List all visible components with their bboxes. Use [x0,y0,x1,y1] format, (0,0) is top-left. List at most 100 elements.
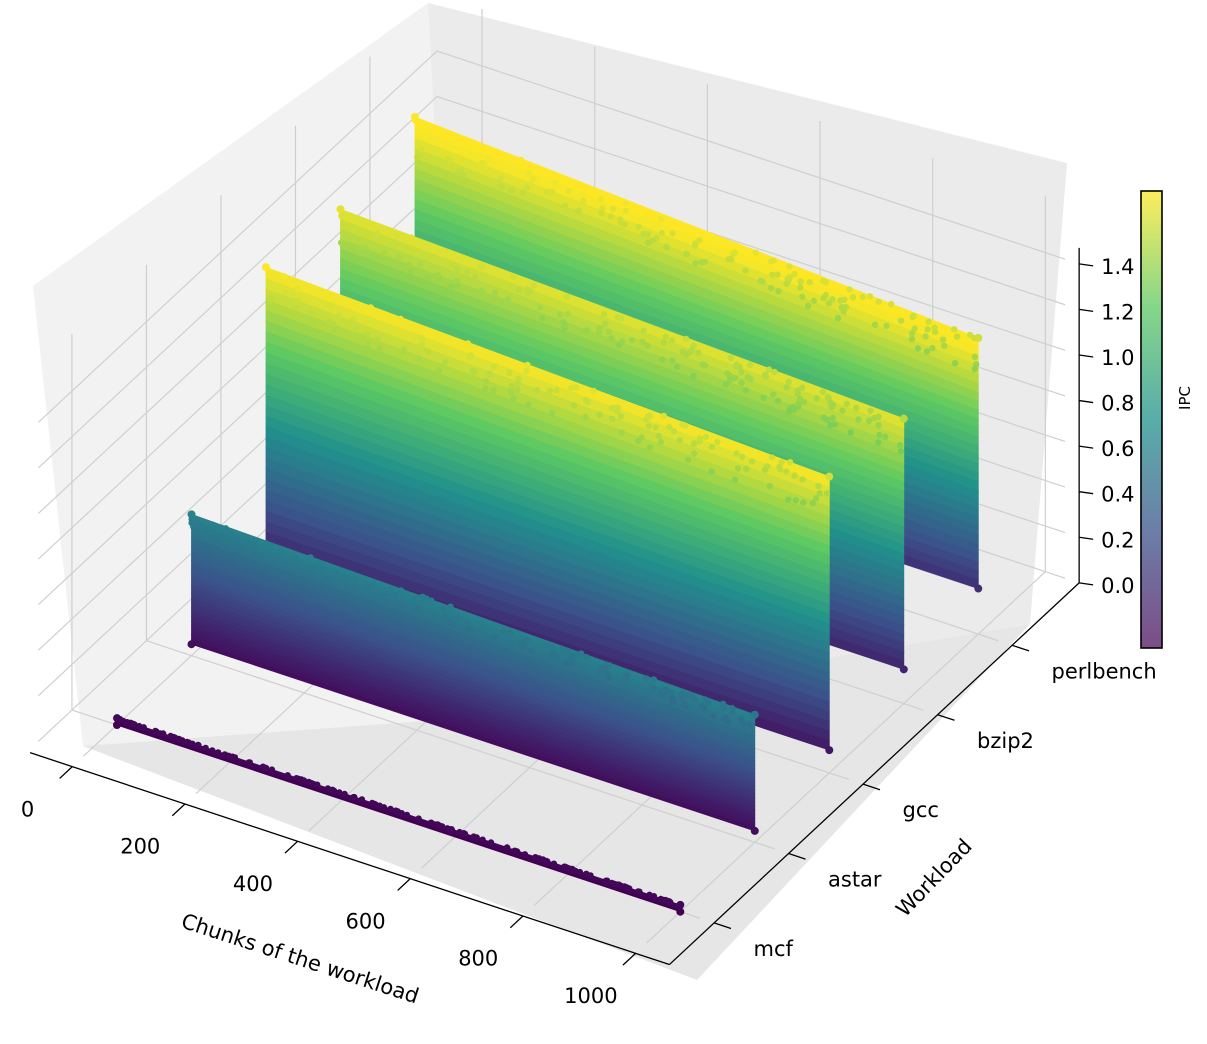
data-point-gcc [812,495,820,502]
data-point-gcc [553,386,560,394]
data-point-gcc [676,436,684,444]
data-point-bzip2 [896,442,904,449]
z-tick-mark [1079,354,1094,358]
data-point-bzip2 [875,439,882,446]
data-point-mcf [456,828,463,836]
data-point-bzip2 [855,416,862,423]
data-point-perlbench [924,326,931,333]
y-tick-label: astar [828,868,882,892]
y-axis-label: Workload [891,834,976,921]
data-point-bzip2 [797,396,804,403]
data-point-bzip2 [824,393,832,401]
data-point-perlbench [908,335,916,343]
data-point-bzip2 [380,250,387,257]
data-point-gcc [533,387,541,394]
data-point-astar [702,696,709,703]
data-point-mcf [535,855,543,862]
data-point-bzip2 [789,403,796,411]
data-point-bzip2 [525,289,532,296]
data-point-gcc [761,466,769,473]
data-point-perlbench [598,210,605,217]
data-point-astar [668,689,675,696]
data-point-astar [721,714,729,721]
data-point-astar [380,593,387,600]
data-point-mcf [576,868,584,876]
data-point-mcf [179,737,186,744]
data-layer [113,113,983,916]
data-point-gcc [596,411,603,418]
series-mcf [113,714,685,916]
data-point-astar [527,648,534,655]
x-axis-line [29,752,670,966]
data-point-perlbench [923,348,931,355]
data-point-perlbench [507,187,515,194]
data-point-astar [491,634,499,641]
data-point-perlbench [966,331,974,339]
data-point-gcc [486,370,493,377]
data-point-bzip2 [388,239,396,246]
data-point-mcf [438,823,445,830]
data-point-gcc [435,367,442,374]
data-point-bzip2 [762,371,769,379]
axis-lines [29,247,1080,966]
data-point-perlbench [565,187,572,195]
data-point-bzip2 [491,289,499,296]
y-tick-mark [713,922,732,930]
data-point-perlbench [953,333,961,340]
data-point-perlbench [698,259,705,266]
data-point-perlbench [866,293,874,300]
data-point-astar [700,705,707,713]
data-point-bzip2 [417,261,424,268]
data-point-astar [439,605,447,612]
data-point-bzip2 [536,304,544,311]
data-point-gcc [266,297,274,305]
data-point-gcc [510,395,517,402]
data-point-perlbench [544,188,551,196]
data-point-mcf [372,801,379,808]
data-point-mcf [113,721,121,729]
data-point-gcc [609,415,616,422]
data-point-perlbench [971,365,978,373]
data-point-gcc [490,363,498,371]
data-point-mcf [358,796,366,803]
data-point-astar [455,614,462,621]
data-point-bzip2 [668,337,675,344]
data-point-bzip2 [538,315,546,322]
data-point-gcc [825,746,834,755]
data-point-bzip2 [405,261,413,269]
data-point-gcc [307,309,314,316]
x-tick-label: 200 [120,835,160,859]
data-point-perlbench [846,286,853,293]
data-point-perlbench [446,157,453,165]
data-point-bzip2 [659,356,666,363]
data-point-mcf [615,881,623,888]
data-point-bzip2 [336,205,345,214]
data-point-perlbench [797,284,804,291]
data-point-perlbench [691,242,699,249]
data-point-astar [478,621,485,628]
data-point-astar [304,563,312,571]
data-point-perlbench [911,325,918,332]
data-point-perlbench [609,205,617,213]
data-point-bzip2 [870,415,878,422]
data-point-gcc [418,335,426,342]
data-point-mcf [570,867,577,874]
data-point-perlbench [810,297,818,304]
data-point-gcc [825,472,834,481]
data-point-perlbench [871,321,879,328]
data-point-perlbench [742,267,749,274]
data-point-perlbench [825,300,833,307]
colorbar: IPC [1140,190,1194,649]
data-point-perlbench [575,207,583,214]
y-axis-line [668,582,1080,966]
data-point-gcc [364,341,372,348]
data-point-astar [442,612,449,619]
data-point-gcc [644,413,652,420]
y-tick-mark [862,783,881,791]
data-point-perlbench [622,207,629,214]
data-point-bzip2 [464,268,471,276]
data-point-bzip2 [407,234,415,241]
data-point-gcc [617,413,625,420]
data-point-astar [746,721,753,729]
data-point-bzip2 [726,376,734,383]
